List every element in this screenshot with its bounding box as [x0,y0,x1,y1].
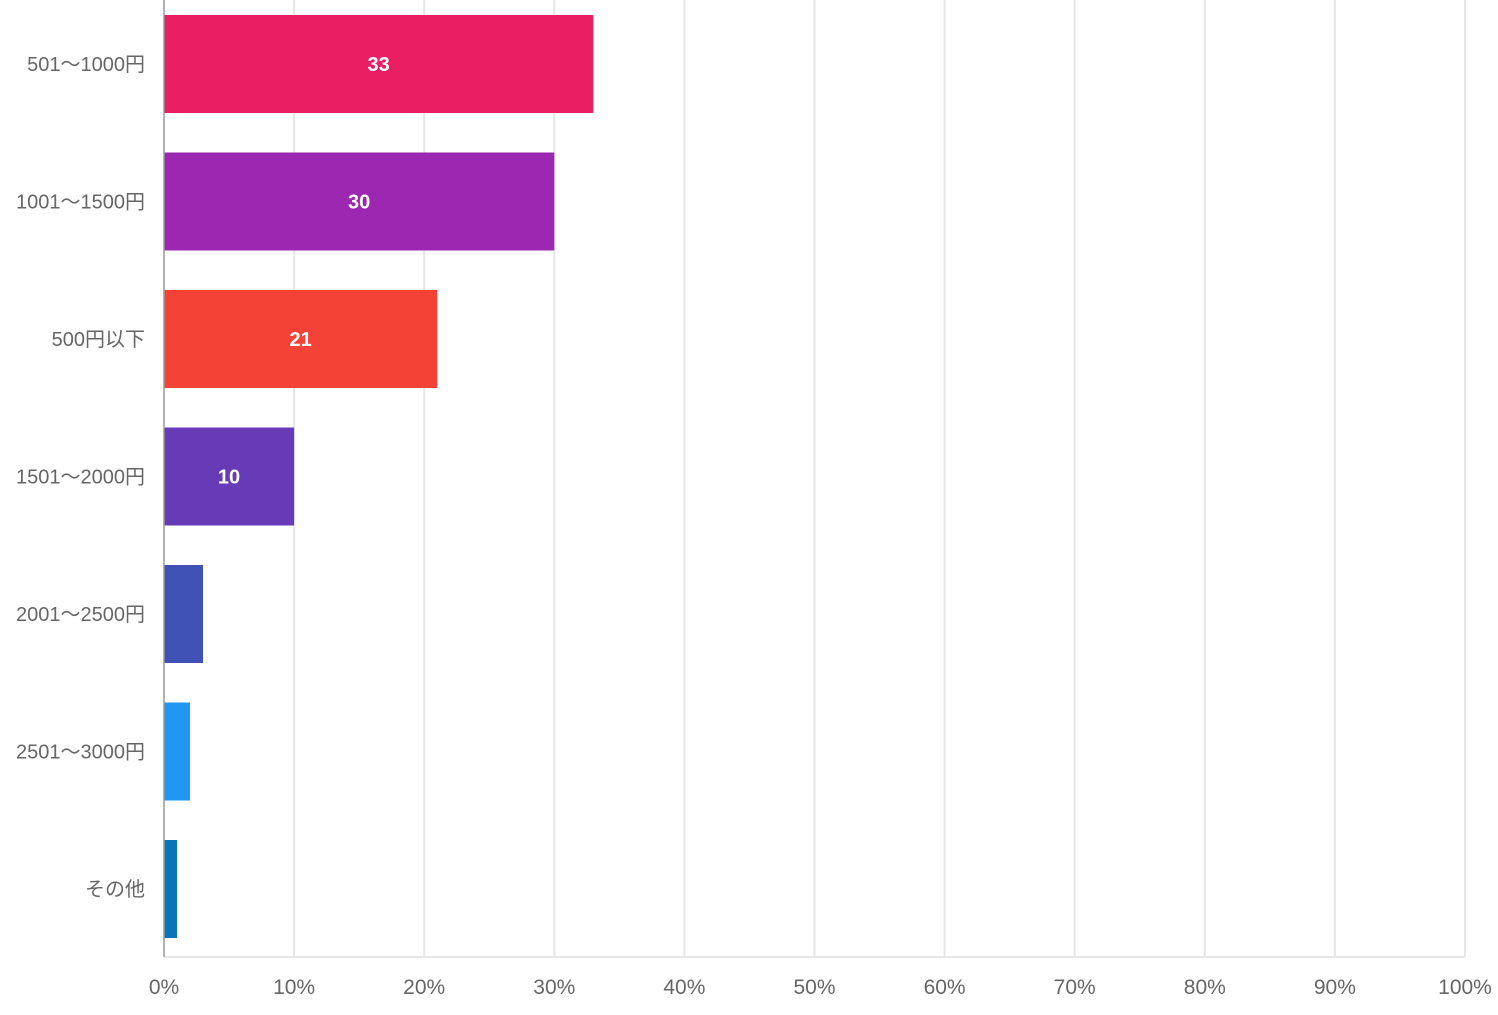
x-tick-label: 100% [1438,976,1492,999]
x-tick-label: 20% [403,976,445,999]
category-label: 2501〜3000円 [16,742,145,764]
x-tick-label: 40% [663,976,705,999]
bar-3[interactable] [164,290,438,388]
bar-value-label: 21 [289,329,311,351]
category-label: その他 [85,878,145,901]
label-layer: 0% 10% 20% 30% 40% 50% 60% 70% 80% 90% 100% 501〜100… [16,54,1492,999]
bar-5[interactable] [164,565,204,663]
bar-7[interactable] [164,840,178,938]
category-label: 1001〜1500円 [16,192,145,214]
x-tick-label: 80% [1184,976,1226,999]
x-tick-label: 70% [1054,976,1096,999]
bar-1[interactable] [164,15,594,113]
category-label: 2001〜2500円 [16,604,145,626]
bar-value-label: 33 [368,54,390,76]
x-tick-label: 50% [793,976,835,999]
category-label: 501〜1000円 [27,54,145,76]
axis-layer [163,0,1465,958]
bar-4[interactable] [164,427,295,526]
bar-6[interactable] [164,702,191,801]
bar-2[interactable] [164,152,555,251]
x-tick-label: 0% [149,976,179,999]
x-tick-label: 90% [1314,976,1356,999]
bar-layer [164,15,594,938]
x-tick-label: 30% [533,976,575,999]
x-tick-label: 10% [273,976,315,999]
grid-layer [293,0,1466,957]
bar-value-label: 10 [218,467,240,489]
category-label: 500円以下 [52,329,145,351]
x-tick-label: 60% [924,976,966,999]
category-label: 1501〜2000円 [16,467,145,489]
bar-value-label: 30 [348,192,370,214]
